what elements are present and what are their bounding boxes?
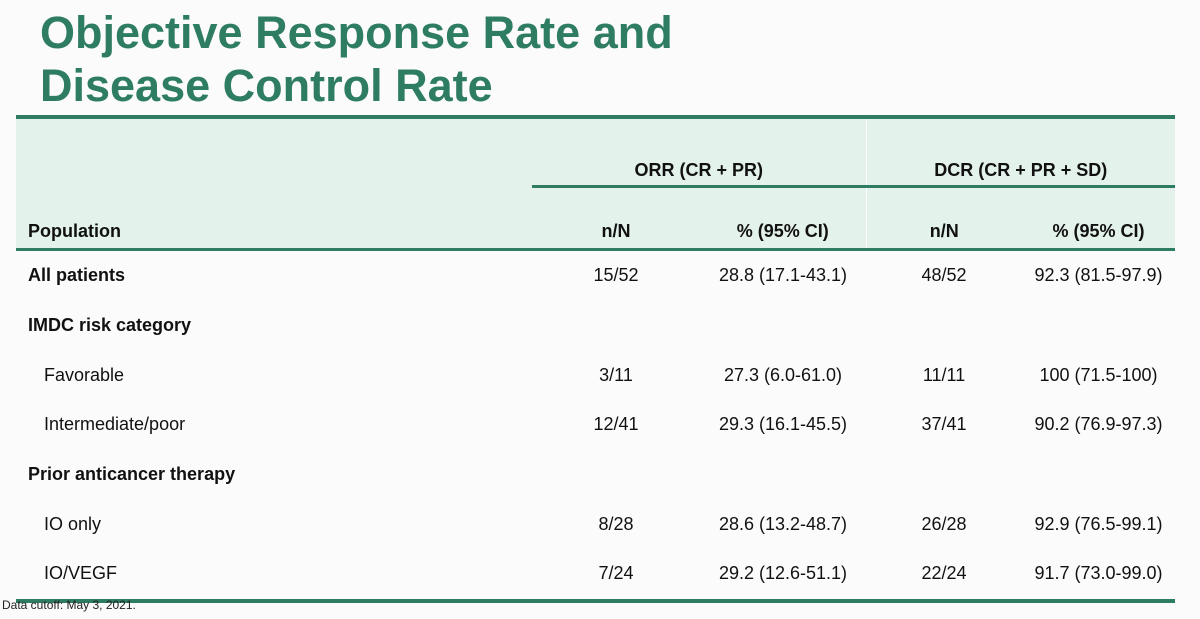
orr-pct-cell: 27.3 (6.0-61.0)	[723, 364, 843, 385]
dcr-pct-cell: 90.2 (76.9-97.3)	[1034, 414, 1163, 435]
orr-n-cell: 3/11	[599, 364, 633, 385]
row-label: IMDC risk category	[28, 315, 192, 336]
orr-n-cell: 12/41	[593, 414, 639, 435]
orr-n-cell: 7/24	[532, 549, 700, 603]
dcr-pct-cell: 100 (71.5-100)	[1039, 364, 1158, 385]
orr-pct-cell: 29.3 (16.1-45.5)	[718, 414, 848, 435]
table-row: Intermediate/poor 12/41 29.3 (16.1-45.5)…	[16, 400, 1175, 450]
dcr-pct-cell: 92.3 (81.5-97.9)	[1034, 265, 1163, 286]
dcr-n-cell	[866, 301, 1022, 351]
orr-n-cell	[532, 301, 700, 351]
dcr-n-cell: 11/11	[922, 364, 966, 385]
orr-pct-cell: 29.2 (12.6-51.1)	[700, 549, 867, 603]
orr-n-cell	[532, 450, 700, 500]
dcr-group-header: DCR (CR + PR + SD)	[866, 115, 1176, 188]
dcr-n-cell: 26/28	[921, 513, 967, 534]
dcr-pct-header: % (95% CI)	[1022, 186, 1176, 251]
row-label: IO/VEGF	[16, 549, 532, 603]
orr-pct-cell	[700, 301, 866, 351]
dcr-pct-cell	[1022, 450, 1175, 500]
orr-pct-cell: 28.8 (17.1-43.1)	[718, 265, 848, 286]
table-row: Favorable 3/11 27.3 (6.0-61.0) 11/11 100…	[16, 350, 1175, 400]
page-title: Objective Response Rate and Disease Cont…	[40, 6, 673, 112]
footnote: Data cutoff: May 3, 2021.	[2, 598, 136, 612]
dcr-pct-cell: 91.7 (73.0-99.0)	[1022, 549, 1176, 603]
row-label: Favorable	[44, 364, 125, 385]
row-label: Prior anticancer therapy	[28, 464, 236, 485]
group-header-blank	[16, 115, 532, 187]
population-header: Population	[16, 186, 532, 251]
row-label: Intermediate/poor	[44, 414, 186, 435]
orr-pct-cell: 28.6 (13.2-48.7)	[718, 513, 848, 534]
title-line-2: Disease Control Rate	[40, 60, 493, 111]
orr-pct-cell	[700, 450, 866, 500]
orr-pct-header: % (95% CI)	[700, 186, 867, 251]
table-row: IO only 8/28 28.6 (13.2-48.7) 26/28 92.9…	[16, 499, 1175, 549]
dcr-n-cell: 37/41	[921, 414, 967, 435]
orr-n-cell: 8/28	[598, 513, 634, 534]
table-row: Prior anticancer therapy	[16, 450, 1175, 500]
table-row: IO/VEGF 7/24 29.2 (12.6-51.1) 22/24 91.7…	[16, 549, 1176, 603]
orr-n-header: n/N	[532, 186, 700, 251]
group-header-row: ORR (CR + PR) DCR (CR + PR + SD)	[16, 115, 1176, 188]
dcr-pct-cell: 92.9 (76.5-99.1)	[1034, 513, 1163, 534]
orr-group-header: ORR (CR + PR)	[532, 115, 867, 188]
row-label: IO only	[44, 513, 102, 534]
dcr-pct-cell	[1022, 301, 1175, 351]
orr-n-cell: 15/52	[593, 265, 639, 286]
dcr-n-cell	[866, 450, 1022, 500]
table-row: All patients 15/52 28.8 (17.1-43.1) 48/5…	[16, 250, 1175, 301]
dcr-n-cell: 22/24	[866, 549, 1023, 603]
results-table: ORR (CR + PR) DCR (CR + PR + SD) Populat…	[16, 115, 1176, 603]
title-line-1: Objective Response Rate and	[40, 7, 673, 58]
column-header-row: Population n/N % (95% CI) n/N % (95% CI)	[16, 186, 1176, 251]
dcr-n-header: n/N	[865, 186, 1023, 251]
row-label: All patients	[28, 265, 126, 286]
table-row: IMDC risk category	[16, 301, 1175, 351]
dcr-n-cell: 48/52	[921, 265, 967, 286]
